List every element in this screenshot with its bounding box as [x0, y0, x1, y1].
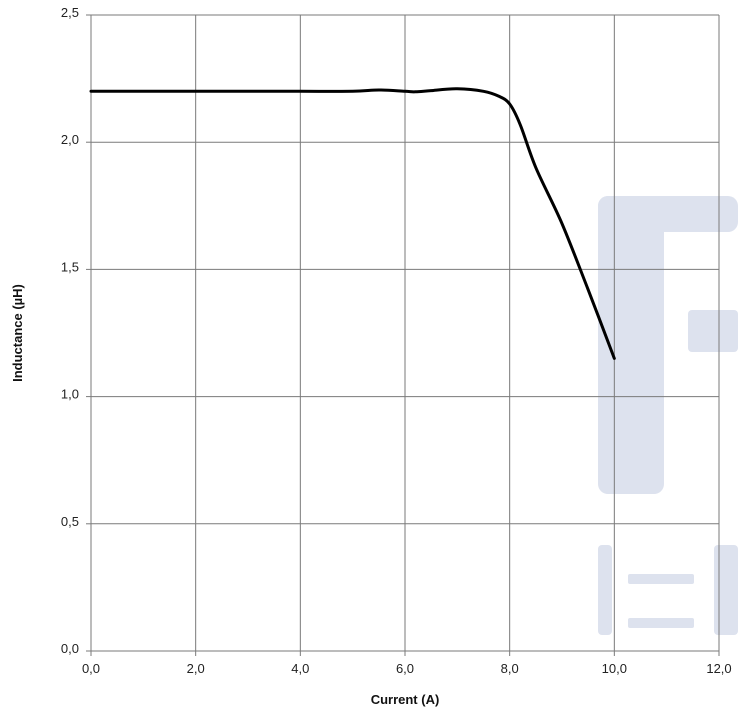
- y-axis-title: Inductance (µH): [10, 284, 25, 382]
- y-axis-ticks: 0,0 0,5 1,0 1,5 2,0 2,5: [61, 5, 79, 656]
- watermark-shape-3: [598, 545, 612, 635]
- y-tick-label: 0,5: [61, 514, 79, 529]
- y-tick-label: 1,0: [61, 387, 79, 402]
- x-tick-label: 4,0: [291, 661, 309, 676]
- watermark-logo: [598, 196, 738, 635]
- x-tick-label: 6,0: [396, 661, 414, 676]
- watermark-shape-6: [714, 545, 738, 635]
- y-tick-label: 2,0: [61, 132, 79, 147]
- watermark-shape-4: [628, 574, 694, 584]
- x-tick-label: 12,0: [706, 661, 731, 676]
- x-tick-label: 2,0: [187, 661, 205, 676]
- series-line: [89, 87, 616, 360]
- y-tick-label: 2,5: [61, 5, 79, 20]
- watermark-shape-5: [628, 618, 694, 628]
- x-axis-ticks: 0,0 2,0 4,0 6,0 8,0 10,0 12,0: [82, 661, 732, 676]
- grid-lines: [86, 14, 720, 656]
- watermark-shape-2: [688, 310, 738, 352]
- watermark-shape-1: [598, 196, 738, 232]
- x-axis-title: Current (A): [371, 692, 440, 707]
- x-tick-label: 8,0: [501, 661, 519, 676]
- y-tick-label: 1,5: [61, 259, 79, 274]
- x-tick-label: 0,0: [82, 661, 100, 676]
- y-tick-label: 0,0: [61, 641, 79, 656]
- x-tick-label: 10,0: [602, 661, 627, 676]
